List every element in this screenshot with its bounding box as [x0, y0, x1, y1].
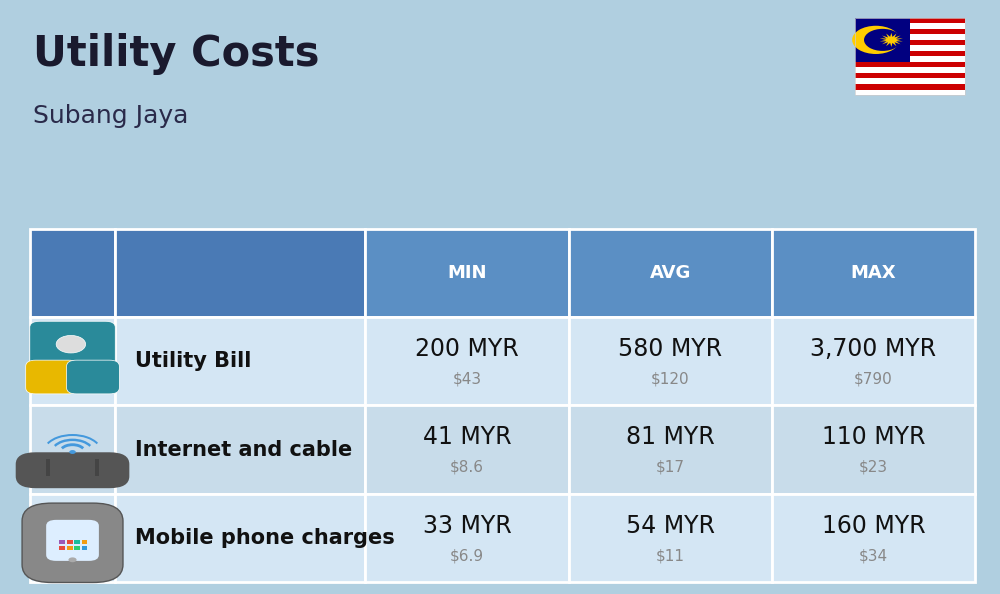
Text: MIN: MIN [447, 264, 487, 282]
Text: 54 MYR: 54 MYR [626, 514, 715, 538]
Text: $17: $17 [656, 460, 685, 475]
Text: Utility Costs: Utility Costs [33, 33, 320, 75]
Text: Subang Jaya: Subang Jaya [33, 104, 188, 128]
Text: 33 MYR: 33 MYR [423, 514, 511, 538]
Text: $34: $34 [859, 548, 888, 563]
Text: Internet and cable: Internet and cable [135, 440, 352, 460]
Text: 3,700 MYR: 3,700 MYR [810, 337, 936, 361]
Text: 81 MYR: 81 MYR [626, 425, 715, 449]
Text: 200 MYR: 200 MYR [415, 337, 519, 361]
Text: 110 MYR: 110 MYR [822, 425, 925, 449]
Text: $43: $43 [452, 371, 482, 387]
Text: 41 MYR: 41 MYR [423, 425, 511, 449]
Text: $790: $790 [854, 371, 893, 387]
Text: $23: $23 [859, 460, 888, 475]
Text: $11: $11 [656, 548, 685, 563]
Text: $120: $120 [651, 371, 690, 387]
Text: $8.6: $8.6 [450, 460, 484, 475]
Text: Mobile phone charges: Mobile phone charges [135, 528, 395, 548]
Text: 160 MYR: 160 MYR [822, 514, 925, 538]
Text: 580 MYR: 580 MYR [618, 337, 722, 361]
Text: AVG: AVG [650, 264, 691, 282]
Text: MAX: MAX [851, 264, 896, 282]
Text: $6.9: $6.9 [450, 548, 484, 563]
Text: Utility Bill: Utility Bill [135, 351, 251, 371]
